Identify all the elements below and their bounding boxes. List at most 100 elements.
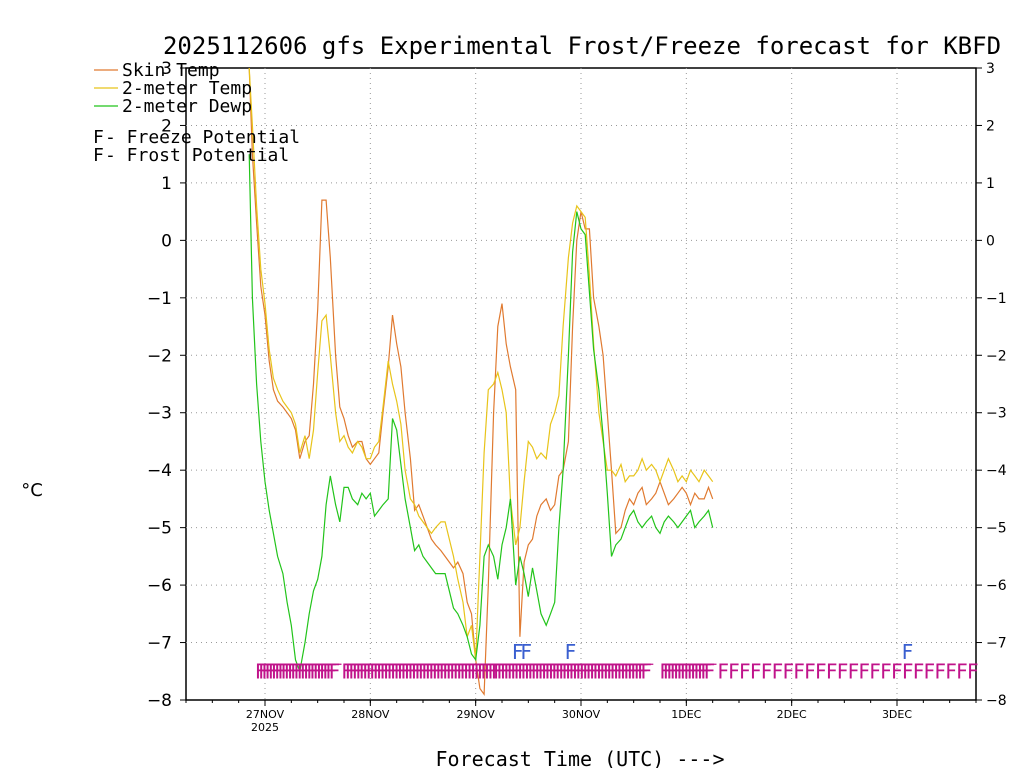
- frost-flag: F: [902, 640, 914, 664]
- freeze-flag: F: [575, 659, 587, 683]
- y-tick-label-right: −1: [986, 291, 1007, 307]
- y-tick-label-left: −3: [147, 404, 172, 424]
- freeze-flag: F: [555, 659, 567, 683]
- freeze-flag: F: [913, 659, 925, 683]
- frost-flag: F: [512, 640, 524, 664]
- y-tick-label-right: 0: [986, 233, 995, 249]
- freeze-flag: F: [345, 659, 357, 683]
- freeze-flag: F: [463, 659, 475, 683]
- freeze-flag: F: [355, 659, 367, 683]
- freeze-flag: F: [341, 659, 353, 683]
- freeze-flag: F: [359, 659, 371, 683]
- freeze-flag: F: [521, 659, 533, 683]
- freeze-flag: F: [548, 659, 560, 683]
- freeze-flag: F: [362, 659, 374, 683]
- freeze-flag: F: [293, 659, 305, 683]
- freeze-flag: F: [411, 659, 423, 683]
- freeze-flag: F: [670, 659, 682, 683]
- freeze-flag: F: [414, 659, 426, 683]
- freeze-flag: F: [634, 659, 646, 683]
- legend-note-label: - Frost Potential: [105, 145, 289, 166]
- freeze-flag: F: [565, 659, 577, 683]
- freeze-flag: F: [617, 659, 629, 683]
- freeze-flag: F: [326, 659, 338, 683]
- chart-title: 2025112606 gfs Experimental Frost/Freeze…: [163, 32, 1001, 60]
- freeze-flag: F: [460, 659, 472, 683]
- freeze-flag: F: [694, 659, 706, 683]
- freeze-flag: F: [310, 659, 322, 683]
- freeze-flag: F: [268, 659, 280, 683]
- freeze-flag: F: [352, 659, 364, 683]
- freeze-flag: F: [551, 659, 563, 683]
- freeze-flag: F: [369, 659, 381, 683]
- freeze-flag: F: [407, 659, 419, 683]
- freeze-flag: F: [627, 659, 639, 683]
- freeze-flag: F: [428, 659, 440, 683]
- y-tick-label-right: 2: [986, 118, 995, 134]
- freeze-flag: F: [541, 659, 553, 683]
- y-tick-label-right: 3: [986, 61, 995, 77]
- freeze-flag: F: [432, 659, 444, 683]
- freeze-flag: F: [663, 659, 675, 683]
- x-axis-label: Forecast Time (UTC) --->: [436, 747, 725, 768]
- freeze-flag: F: [329, 659, 341, 683]
- x-tick-label: 28NOV: [351, 708, 390, 721]
- freeze-flag: F: [281, 659, 293, 683]
- series-line-2-meter-temp: [248, 68, 714, 660]
- freeze-flag: F: [322, 659, 334, 683]
- freeze-flag: F: [514, 659, 526, 683]
- legend-note-label: - Freeze Potential: [105, 127, 300, 148]
- freeze-flag: F: [290, 659, 302, 683]
- y-tick-label-left: −1: [147, 289, 172, 309]
- freeze-flag: F: [265, 659, 277, 683]
- frost-flag: F: [520, 640, 532, 664]
- freeze-flag: F: [442, 659, 454, 683]
- freeze-flag: F: [924, 659, 936, 683]
- freeze-flag: F: [258, 659, 270, 683]
- freeze-flag: F: [484, 659, 496, 683]
- freeze-flag: F: [637, 659, 649, 683]
- freeze-flag: F: [394, 659, 406, 683]
- freeze-flag: F: [673, 659, 685, 683]
- freeze-flag: F: [491, 659, 503, 683]
- x-tick-label: 3DEC: [882, 708, 912, 721]
- freeze-flag: F: [603, 659, 615, 683]
- freeze-flag: F: [826, 659, 838, 683]
- freeze-flag: F: [572, 659, 584, 683]
- freeze-flag: F: [497, 659, 509, 683]
- freeze-flag: F: [586, 659, 598, 683]
- freeze-flag: F: [783, 659, 795, 683]
- freeze-flag: F: [404, 659, 416, 683]
- freeze-flag: F: [517, 659, 529, 683]
- y-tick-label-left: −4: [147, 461, 172, 481]
- legend-label: 2-meter Dewp: [122, 96, 252, 117]
- freeze-flag: F: [456, 659, 468, 683]
- freeze-flag: F: [848, 659, 860, 683]
- freeze-flag: F: [446, 659, 458, 683]
- freeze-flag: F: [880, 659, 892, 683]
- legend-label: Skin Temp: [122, 60, 220, 81]
- legend-label: 2-meter Temp: [122, 78, 252, 99]
- freeze-flag: F: [366, 659, 378, 683]
- y-tick-label-right: −6: [986, 578, 1007, 594]
- freeze-flag: F: [837, 659, 849, 683]
- freeze-flag: F: [439, 659, 451, 683]
- y-axis-right: −8 −7 −6 −5 −4 −3 −2 −1 0 1 2 3: [976, 61, 1007, 709]
- freeze-flag: F: [804, 659, 816, 683]
- freeze-flag: F: [380, 659, 392, 683]
- freeze-flag: F: [690, 659, 702, 683]
- freeze-flag: F: [538, 659, 550, 683]
- freeze-flag: F: [418, 659, 430, 683]
- freeze-flag: F: [700, 659, 712, 683]
- frost-flag: F: [565, 640, 577, 664]
- y-tick-label-left: 1: [161, 174, 172, 194]
- freeze-flag: F: [772, 659, 784, 683]
- freeze-flag: F: [620, 659, 632, 683]
- series-lines: [248, 68, 714, 697]
- freeze-flag: F: [935, 659, 947, 683]
- x-tick-sublabel: 2025: [251, 721, 279, 734]
- grid: [186, 68, 976, 700]
- freeze-flag: F: [569, 659, 581, 683]
- freeze-flag: F: [287, 659, 299, 683]
